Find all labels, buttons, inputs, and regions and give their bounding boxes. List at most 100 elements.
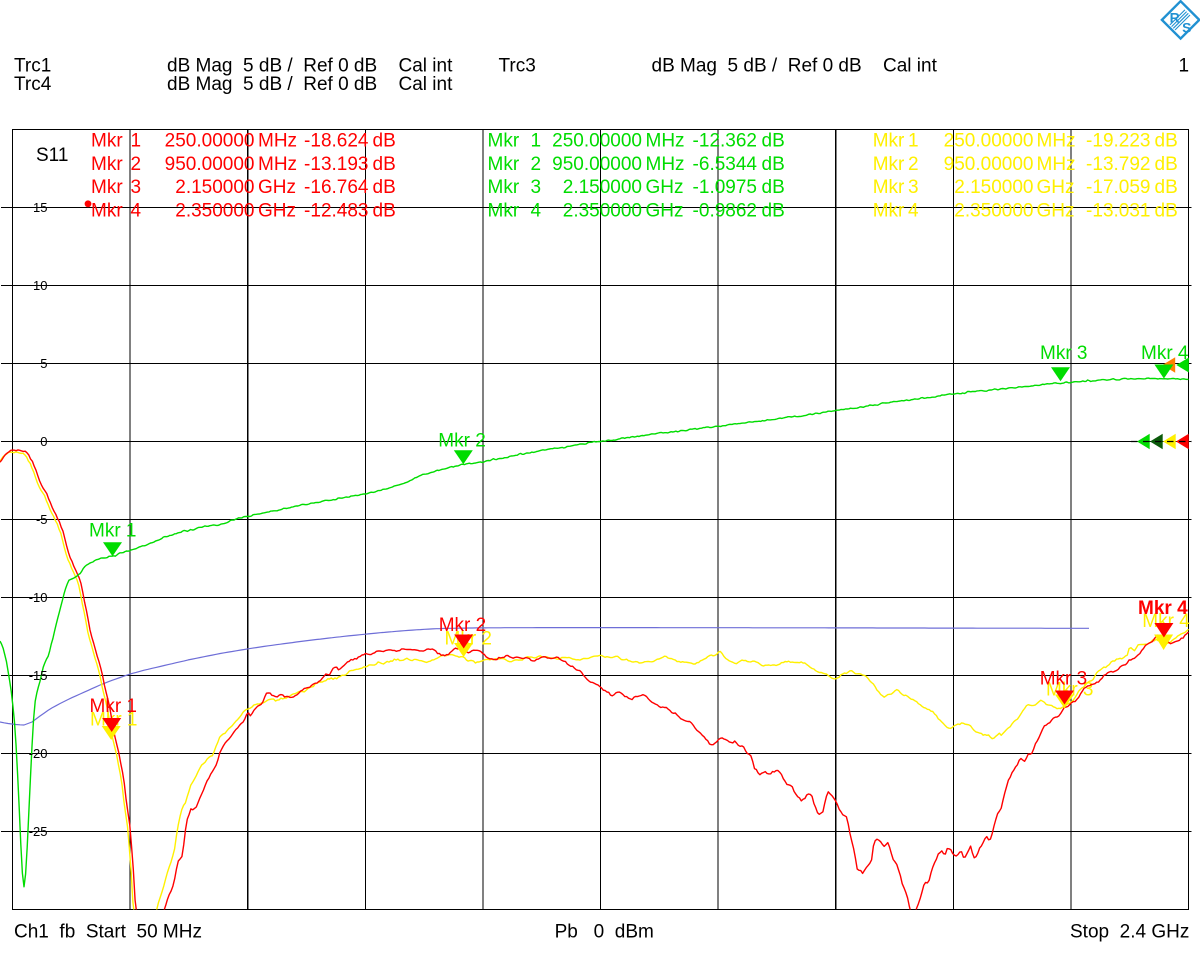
svg-text:R: R — [1170, 9, 1180, 25]
svg-text:dB: dB — [373, 200, 396, 221]
svg-text:dB: dB — [1155, 177, 1178, 198]
svg-text:dB Mag 5 dB / Ref 0 dB: dB Mag 5 dB / Ref 0 dB — [167, 56, 377, 77]
svg-text:Mkr 4: Mkr 4 — [1141, 343, 1189, 364]
svg-text:-18.624: -18.624 — [304, 131, 369, 152]
svg-text:1: 1 — [131, 131, 142, 152]
svg-text:Mkr 2: Mkr 2 — [439, 615, 487, 636]
svg-text:Mkr 1: Mkr 1 — [89, 521, 137, 542]
svg-text:dB: dB — [373, 154, 396, 175]
svg-text:Ch1 fb Start 50 MHz: Ch1 fb Start 50 MHz — [14, 922, 202, 943]
svg-text:Pb 0 dBm: Pb 0 dBm — [555, 922, 654, 943]
svg-text:Trc4: Trc4 — [14, 74, 52, 95]
svg-text:S11: S11 — [36, 145, 68, 166]
svg-text:2.350000: 2.350000 — [175, 200, 254, 221]
svg-text:Mkr: Mkr — [91, 131, 123, 152]
svg-text:Mkr 2: Mkr 2 — [438, 431, 486, 452]
svg-text:3: 3 — [531, 177, 542, 198]
svg-text:1: 1 — [531, 131, 542, 152]
svg-text:dB: dB — [762, 131, 785, 152]
svg-text:-12.362: -12.362 — [693, 131, 757, 152]
svg-text:2: 2 — [908, 154, 919, 175]
svg-text:Mkr: Mkr — [488, 131, 520, 152]
svg-text:2: 2 — [131, 154, 142, 175]
svg-text:-13.193: -13.193 — [304, 154, 368, 175]
svg-text:1: 1 — [908, 131, 919, 152]
svg-text:dB: dB — [1155, 154, 1178, 175]
svg-text:10: 10 — [33, 278, 47, 293]
svg-text:dB: dB — [762, 177, 785, 198]
svg-text:Mkr: Mkr — [488, 154, 520, 175]
svg-text:MHz: MHz — [258, 131, 297, 152]
svg-text:MHz: MHz — [646, 131, 685, 152]
svg-text:dB: dB — [1155, 200, 1178, 221]
svg-text:-16.764: -16.764 — [304, 177, 369, 198]
svg-text:3: 3 — [131, 177, 142, 198]
svg-text:-13.031: -13.031 — [1086, 200, 1150, 221]
svg-text:2.350000: 2.350000 — [954, 200, 1033, 221]
svg-text:3: 3 — [908, 177, 919, 198]
svg-text:-5: -5 — [36, 512, 48, 527]
svg-text:Mkr: Mkr — [873, 154, 905, 175]
svg-text:1: 1 — [1179, 56, 1190, 77]
svg-text:Mkr 3: Mkr 3 — [1040, 669, 1088, 690]
svg-text:2.350000: 2.350000 — [563, 200, 642, 221]
svg-text:Mkr 3: Mkr 3 — [1040, 343, 1088, 364]
svg-text:Mkr: Mkr — [91, 200, 123, 221]
svg-text:-15: -15 — [29, 668, 48, 683]
svg-text:MHz: MHz — [258, 154, 297, 175]
svg-text:MHz: MHz — [1037, 131, 1076, 152]
svg-text:950.00000: 950.00000 — [552, 154, 642, 175]
svg-text:dB: dB — [762, 200, 785, 221]
svg-text:5: 5 — [40, 356, 47, 371]
svg-text:S: S — [1182, 19, 1191, 35]
svg-text:250.00000: 250.00000 — [944, 131, 1034, 152]
svg-text:-12.483: -12.483 — [304, 200, 368, 221]
svg-text:-20: -20 — [29, 746, 48, 761]
svg-text:GHz: GHz — [258, 200, 296, 221]
svg-text:Mkr: Mkr — [91, 177, 123, 198]
svg-text:950.00000: 950.00000 — [944, 154, 1034, 175]
svg-text:Trc1: Trc1 — [14, 56, 51, 77]
svg-text:250.00000: 250.00000 — [165, 131, 255, 152]
svg-text:4: 4 — [908, 200, 919, 221]
svg-text:950.00000: 950.00000 — [165, 154, 255, 175]
svg-text:2.150000: 2.150000 — [175, 177, 254, 198]
svg-text:Cal int: Cal int — [399, 74, 454, 95]
svg-text:Mkr 4: Mkr 4 — [1138, 598, 1188, 619]
svg-text:4: 4 — [131, 200, 142, 221]
svg-text:dB: dB — [1155, 131, 1178, 152]
svg-text:Mkr: Mkr — [873, 131, 905, 152]
svg-text:GHz: GHz — [258, 177, 296, 198]
svg-text:Mkr: Mkr — [873, 177, 905, 198]
svg-text:Mkr: Mkr — [488, 177, 520, 198]
svg-text:Cal int: Cal int — [399, 56, 454, 77]
svg-text:2.150000: 2.150000 — [563, 177, 642, 198]
svg-text:4: 4 — [531, 200, 542, 221]
svg-text:-19.223: -19.223 — [1086, 131, 1150, 152]
svg-text:GHz: GHz — [646, 200, 684, 221]
svg-text:-13.792: -13.792 — [1086, 154, 1150, 175]
svg-text:Mkr 4: Mkr 4 — [1142, 611, 1190, 632]
svg-text:Mkr: Mkr — [488, 200, 520, 221]
svg-text:Trc3: Trc3 — [499, 56, 536, 77]
svg-text:dB: dB — [373, 131, 396, 152]
svg-text:-17.059: -17.059 — [1086, 177, 1150, 198]
svg-text:2: 2 — [531, 154, 542, 175]
svg-text:dB: dB — [373, 177, 396, 198]
svg-text:dB Mag 5 dB / Ref 0 dB: dB Mag 5 dB / Ref 0 dB — [167, 74, 377, 95]
svg-text:15: 15 — [33, 200, 47, 215]
svg-text:Cal int: Cal int — [883, 56, 938, 77]
svg-text:Stop 2.4 GHz: Stop 2.4 GHz — [1070, 922, 1189, 943]
svg-text:Mkr: Mkr — [91, 154, 123, 175]
svg-text:250.00000: 250.00000 — [552, 131, 642, 152]
svg-text:GHz: GHz — [1037, 177, 1075, 198]
svg-text:Mkr 1: Mkr 1 — [90, 696, 138, 717]
svg-text:-25: -25 — [29, 824, 48, 839]
svg-text:MHz: MHz — [1037, 154, 1076, 175]
svg-text:-6.5344: -6.5344 — [693, 154, 758, 175]
svg-text:Mkr: Mkr — [873, 200, 905, 221]
svg-text:2.150000: 2.150000 — [954, 177, 1033, 198]
svg-text:-1.0975: -1.0975 — [693, 177, 757, 198]
svg-text:dB: dB — [762, 154, 785, 175]
svg-text:GHz: GHz — [646, 177, 684, 198]
